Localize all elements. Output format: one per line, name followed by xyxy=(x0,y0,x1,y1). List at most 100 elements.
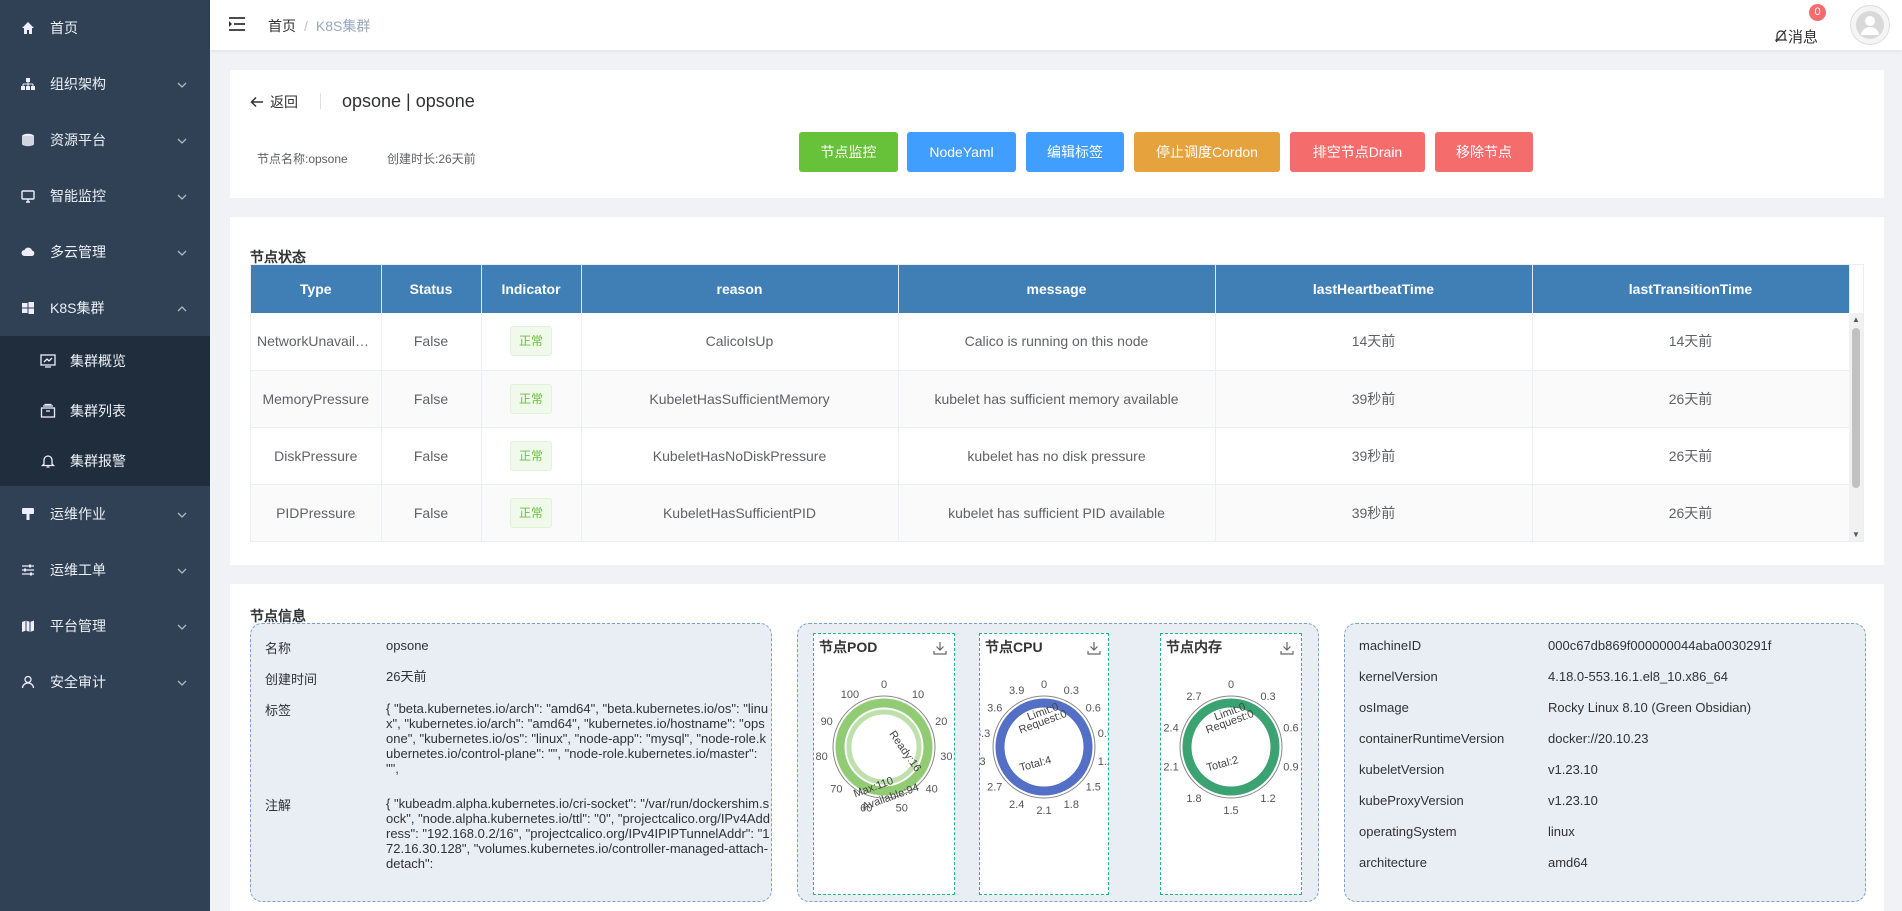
cell-status: False xyxy=(381,370,482,428)
breadcrumb-home[interactable]: 首页 xyxy=(268,18,296,34)
hamburger-icon[interactable] xyxy=(228,16,246,32)
cell-message: kubelet has no disk pressure xyxy=(898,427,1216,485)
info-key: architecture xyxy=(1359,855,1427,870)
gauge-value-label: Total:2 xyxy=(1205,754,1239,774)
sidebar-item-multicloud[interactable]: 多云管理 xyxy=(0,224,210,280)
sidebar-item-monitor[interactable]: 智能监控 xyxy=(0,168,210,224)
gauge-tick-label: 2.4 xyxy=(1163,723,1178,735)
edit-labels-button[interactable]: 编辑标签 xyxy=(1026,132,1124,172)
avatar[interactable] xyxy=(1850,5,1890,45)
bell-off-icon xyxy=(1774,29,1788,43)
gauge-tick-label: 20 xyxy=(935,716,947,728)
table-scrollbar[interactable]: ▲ ▼ xyxy=(1849,313,1863,541)
column-header: message xyxy=(898,265,1216,313)
table-row: MemoryPressure False 正常 KubeletHasSuffic… xyxy=(251,370,1850,428)
gauge-title: 节点内存 xyxy=(1166,639,1222,655)
messages-button[interactable]: 消息 xyxy=(1774,26,1818,47)
node-monitor-button[interactable]: 节点监控 xyxy=(799,132,898,172)
sidebar-item-label: 组织架构 xyxy=(50,76,106,92)
download-icon[interactable] xyxy=(1279,640,1295,656)
remove-node-button[interactable]: 移除节点 xyxy=(1435,132,1533,172)
sidebar-item-platform[interactable]: 平台管理 xyxy=(0,598,210,654)
gauge-tick-label: 1.2 xyxy=(1260,793,1275,805)
sidebar-item-org[interactable]: 组织架构 xyxy=(0,56,210,112)
gauge-tick-label: 1.5 xyxy=(1223,805,1238,817)
sidebar-item-label: K8S集群 xyxy=(50,300,105,316)
gauge-tick-label: 3.9 xyxy=(1009,685,1024,697)
home-icon xyxy=(20,20,36,36)
messages-label: 消息 xyxy=(1787,29,1818,46)
chevron-down-icon xyxy=(176,620,188,632)
info-key: kernelVersion xyxy=(1359,669,1438,684)
submenu-label: 集群报警 xyxy=(70,453,126,469)
gauge-value-label: Total:4 xyxy=(1018,754,1052,774)
cloud-icon xyxy=(20,244,36,260)
sidebar-item-k8s[interactable]: K8S集群 xyxy=(0,280,210,336)
scroll-down-icon[interactable]: ▼ xyxy=(1852,530,1860,539)
sidebar-item-cluster-overview[interactable]: 集群概览 xyxy=(0,336,210,386)
gauge-tick-label: 2.1 xyxy=(1163,761,1178,773)
cell-transition: 14天前 xyxy=(1532,313,1850,371)
sidebar-item-label: 多云管理 xyxy=(50,244,106,260)
sliders-icon xyxy=(20,562,36,578)
gauge-scale-ring xyxy=(1179,695,1283,799)
cell-heartbeat: 39秒前 xyxy=(1215,370,1533,428)
sidebar-item-label: 智能监控 xyxy=(50,188,106,204)
gauge-tick-label: 1.5 xyxy=(1086,781,1101,793)
info-key: kubeletVersion xyxy=(1359,762,1445,777)
node-yaml-button[interactable]: NodeYaml xyxy=(907,132,1016,172)
gauge-tick-label: 0.3 xyxy=(1064,685,1079,697)
scrollbar-thumb[interactable] xyxy=(1852,328,1860,488)
info-value: v1.23.10 xyxy=(1548,762,1598,777)
cordon-button[interactable]: 停止调度Cordon xyxy=(1134,132,1280,172)
download-icon[interactable] xyxy=(1086,640,1102,656)
gauge-tick-label: 0 xyxy=(1041,679,1047,691)
page-title: opsone | opsone xyxy=(342,91,475,111)
cell-message: kubelet has sufficient memory available xyxy=(898,370,1216,428)
sidebar-item-label: 安全审计 xyxy=(50,674,106,690)
org-icon xyxy=(20,76,36,92)
sidebar-item-cluster-list[interactable]: 集群列表 xyxy=(0,386,210,436)
info-key: operatingSystem xyxy=(1359,824,1457,839)
sidebar-item-label: 运维作业 xyxy=(50,506,106,522)
gauge-tick-label: 0.6 xyxy=(1086,703,1101,715)
cell-type: PIDPressure xyxy=(251,484,382,541)
gauge-tick-label: 0 xyxy=(881,679,887,691)
back-button[interactable]: 返回 xyxy=(250,92,298,112)
node-status-card: 节点状态 Type Status Indicator reason messag… xyxy=(230,217,1884,565)
gauge-tick-label: 2.7 xyxy=(1186,691,1201,703)
sidebar-item-audit[interactable]: 安全审计 xyxy=(0,654,210,710)
database-icon xyxy=(20,132,36,148)
table-row: PIDPressure False 正常 KubeletHasSufficien… xyxy=(251,484,1850,541)
sidebar-item-resource[interactable]: 资源平台 xyxy=(0,112,210,168)
info-key: containerRuntimeVersion xyxy=(1359,731,1505,746)
cell-heartbeat: 39秒前 xyxy=(1215,484,1533,541)
memory-gauge-chart: 00.30.60.91.21.51.82.12.42.7Limit:0Reque… xyxy=(1163,679,1298,817)
gauge-tick-label: 1.2 xyxy=(1098,756,1108,768)
hammer-icon xyxy=(20,506,36,522)
sidebar-item-ops-ticket[interactable]: 运维工单 xyxy=(0,542,210,598)
gauge-tick-label: 60 xyxy=(860,802,872,814)
chevron-down-icon xyxy=(176,134,188,146)
status-badge: 正常 xyxy=(509,383,552,414)
sidebar-item-home[interactable]: 首页 xyxy=(0,0,210,56)
sidebar-item-ops-job[interactable]: 运维作业 xyxy=(0,486,210,542)
bell-icon xyxy=(40,453,56,469)
map-icon xyxy=(20,618,36,634)
cell-indicator: 正常 xyxy=(481,427,582,485)
download-icon[interactable] xyxy=(932,640,948,656)
scroll-up-icon[interactable]: ▲ xyxy=(1852,315,1860,324)
gauge-scale-ring xyxy=(992,695,1096,799)
drain-button[interactable]: 排空节点Drain xyxy=(1290,132,1425,172)
info-key: 名称 xyxy=(265,641,292,656)
info-value: linux xyxy=(1548,824,1575,839)
chevron-down-icon xyxy=(176,246,188,258)
gauge-tick-label: 3.6 xyxy=(987,703,1002,715)
chevron-down-icon xyxy=(176,78,188,90)
dashboard-icon xyxy=(40,353,56,369)
gauge-title: 节点POD xyxy=(819,639,878,655)
sidebar-item-cluster-alert[interactable]: 集群报警 xyxy=(0,436,210,486)
gauge-title: 节点CPU xyxy=(985,639,1043,655)
cell-reason: CalicoIsUp xyxy=(581,313,899,371)
info-value: 4.18.0-553.16.1.el8_10.x86_64 xyxy=(1548,669,1728,684)
